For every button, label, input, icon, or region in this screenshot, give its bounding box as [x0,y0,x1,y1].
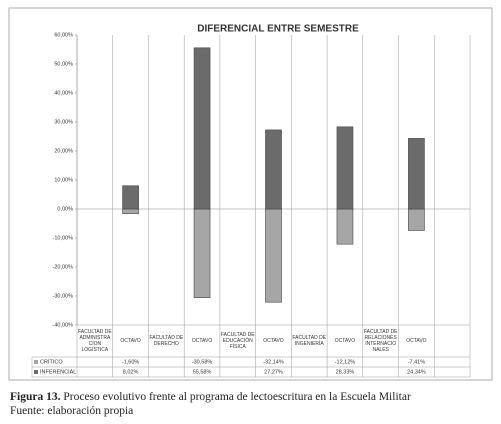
legend-label: INFERENCIAL [40,369,76,375]
category-label: FACULTAD DE RELACIONES INTERNACIONALES [363,329,398,353]
category-label: OCTAVO [334,338,356,344]
category-label: OCTAVO [406,338,427,344]
y-tick-label: 0,00% [57,206,73,212]
y-tick-label: 40,00% [54,90,73,96]
chart-title: DIFERENCIAL ENTRE SEMESTRE [197,24,359,35]
category-label: FACULTAD DE EDUCACIÓN FÍSICA [220,332,255,350]
y-tick-label: -10,00% [53,235,74,241]
value-label: 28,33% [336,369,355,375]
bar [408,138,425,210]
category-label: FACULTAD DE ADMINISTRACION LOGÍSTICA [78,329,112,353]
caption-text: Proceso evolutivo frente al programa de … [63,391,411,403]
bar [408,208,425,231]
bar [265,208,282,303]
caption: Figura 13. Proceso evolutivo frente al p… [10,391,411,403]
y-tick-label: 10,00% [54,177,73,183]
y-tick-label: 60,00% [54,32,73,38]
y-tick-label: 50,00% [54,61,73,67]
value-label: 24,34% [407,369,426,375]
category-label: OCTAVO [191,338,213,344]
bar [336,208,354,245]
value-label: 55,58% [193,369,212,375]
value-label: -1,60% [122,359,140,365]
bar [265,129,282,210]
category-label: OCTAVO [120,338,141,344]
value-label: -30,58% [192,359,213,365]
caption-label: Figura 13. [10,391,61,403]
y-tick-label: 20,00% [54,148,73,154]
value-label: 27,27% [264,369,283,375]
y-tick-label: -30,00% [53,293,74,299]
bar [122,208,139,214]
caption-source: Fuente: elaboración propia [10,405,134,417]
y-tick-label: -20,00% [53,264,74,270]
category-label: FACULTAD DE INGENIERÍA [292,335,327,347]
legend-swatch [34,360,38,364]
bar [122,185,139,210]
y-tick-label: 30,00% [54,119,73,125]
category-label: OCTAVO [263,338,284,344]
bar [193,47,211,210]
value-label: -7,41% [408,359,426,365]
bar [193,208,211,298]
bar [336,126,354,210]
y-tick-label: -40,00% [53,322,74,328]
legend-swatch [34,370,38,374]
value-label: -32,14% [263,359,284,365]
category-label [435,326,469,356]
legend-label: CRÍTICO [40,358,63,365]
value-label: -12,12% [335,359,356,365]
category-label: FACULTAD DE DERECHO [149,335,184,347]
value-label: 8,02% [123,369,139,375]
